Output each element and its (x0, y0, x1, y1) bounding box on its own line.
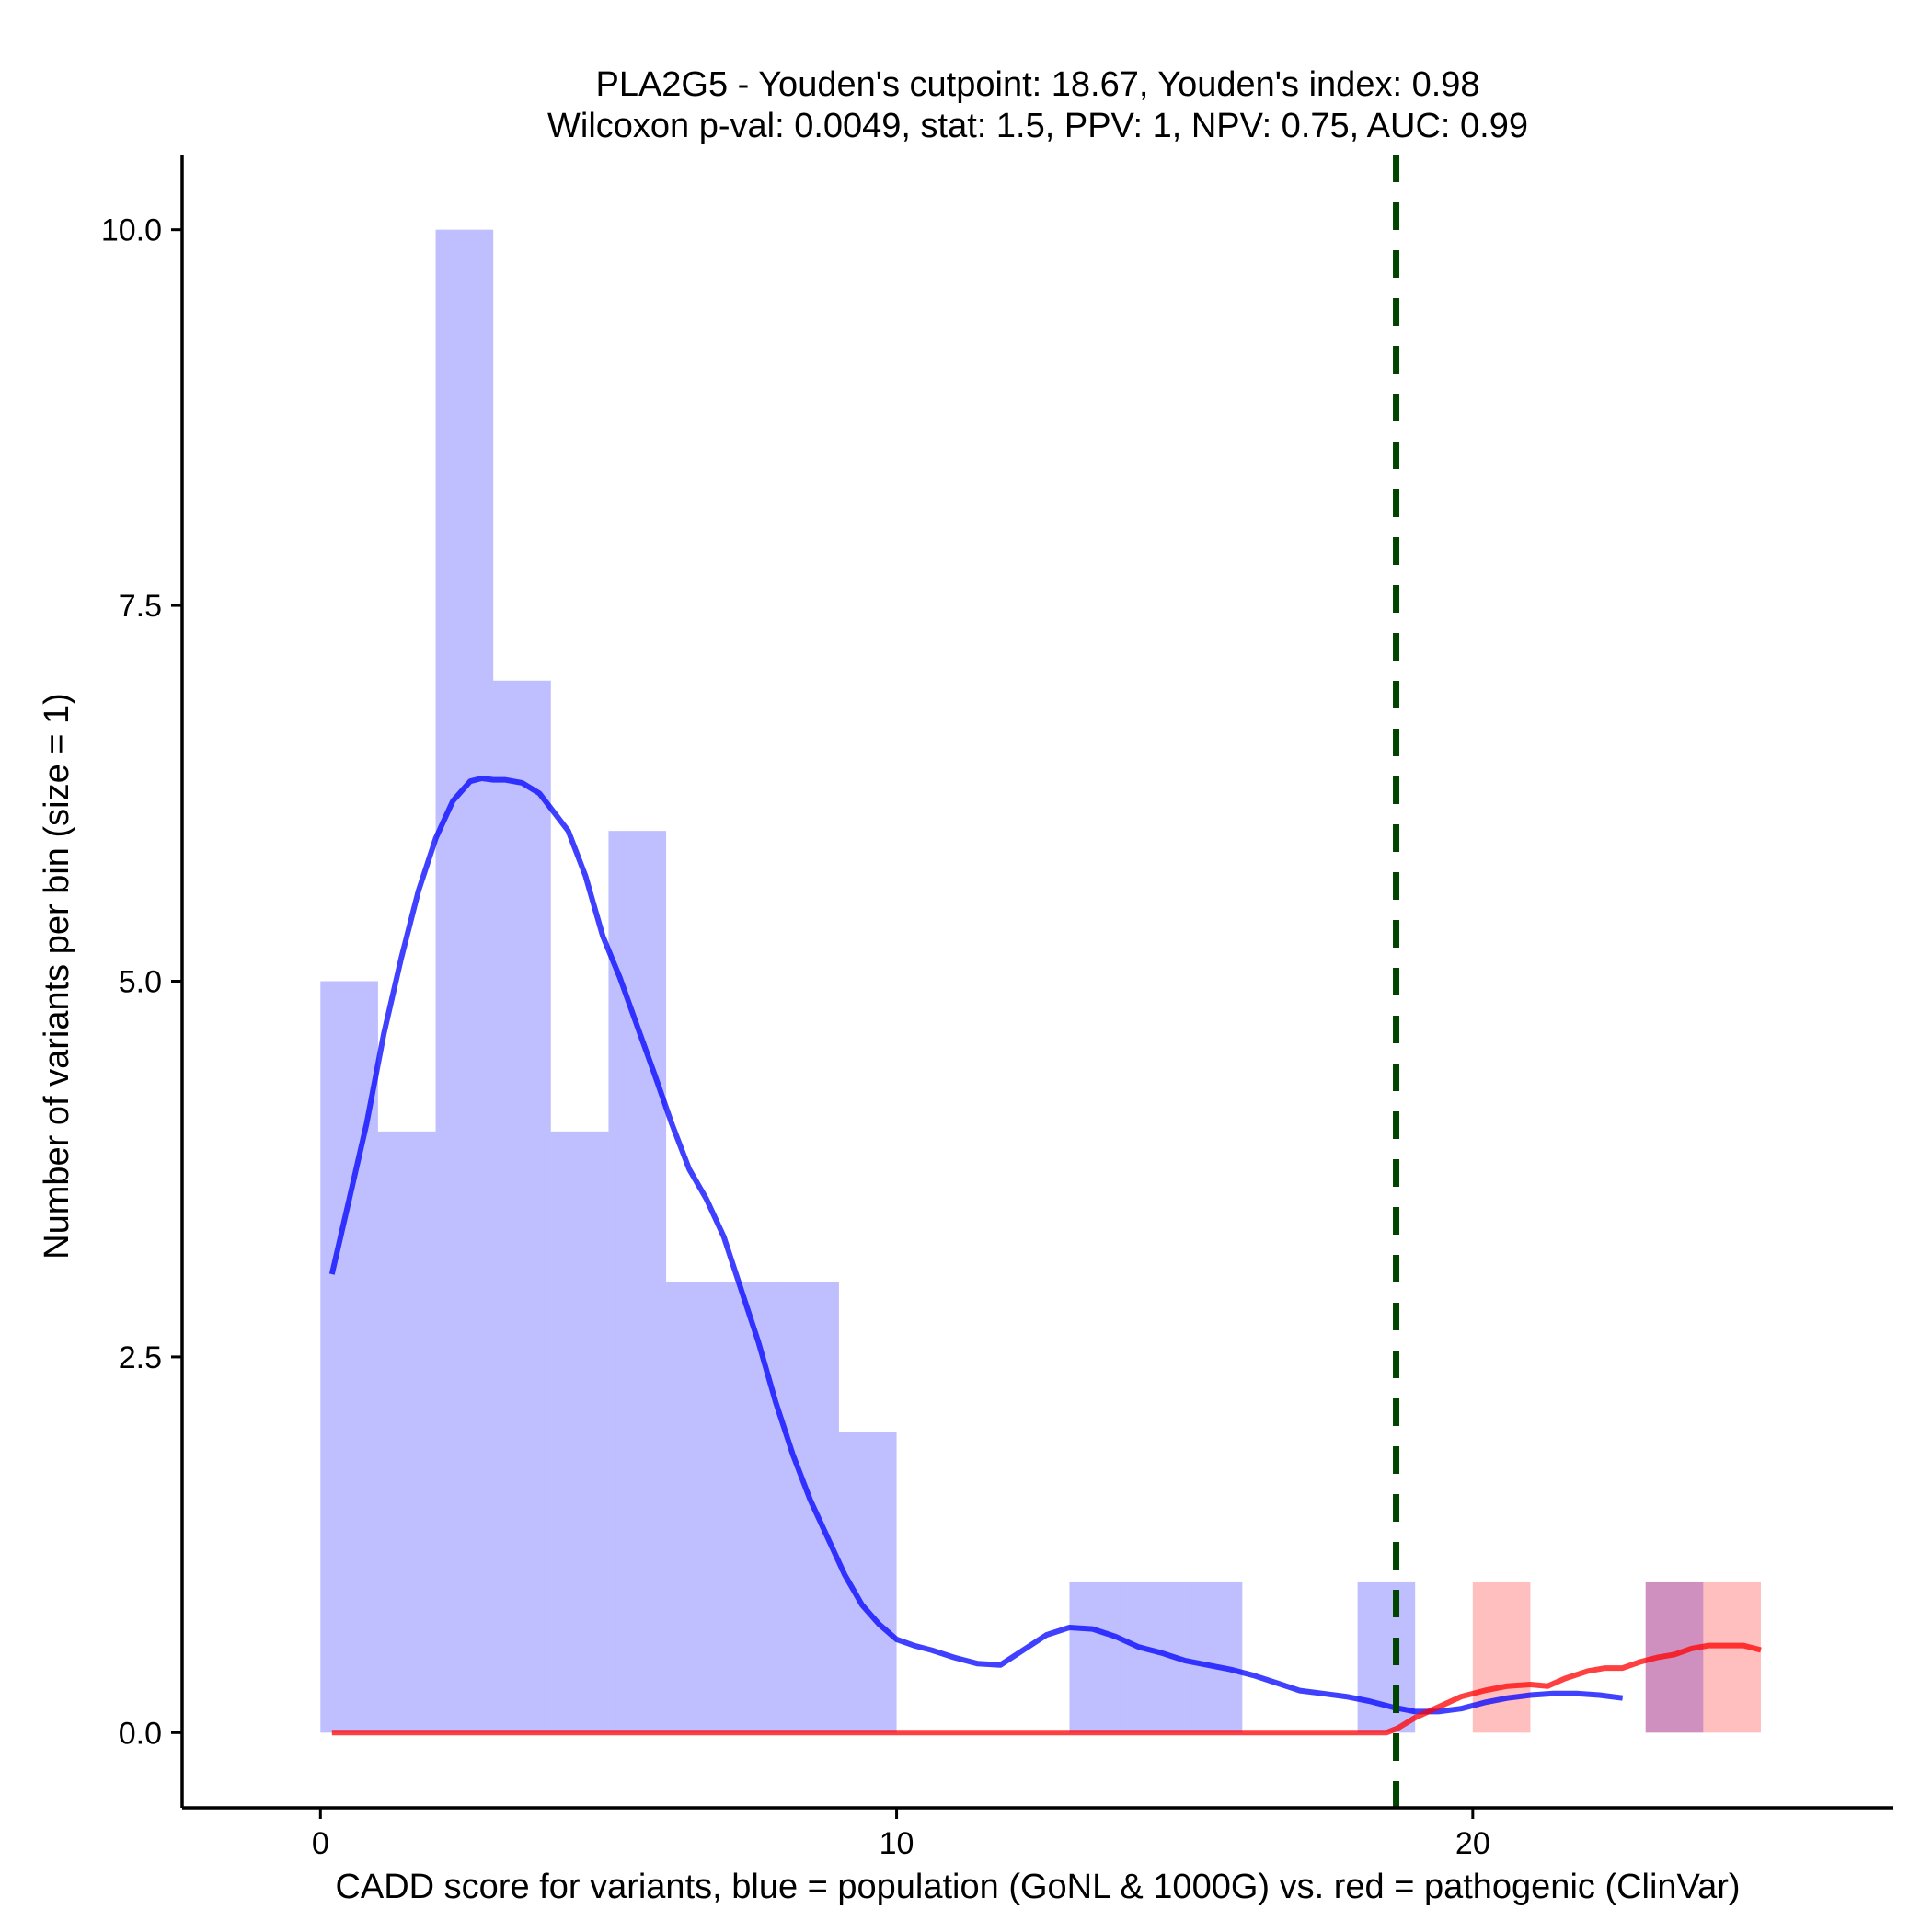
population-bar (1069, 1581, 1128, 1733)
y-tick-label: 0.0 (119, 1716, 162, 1751)
y-tick-label: 5.0 (119, 965, 162, 1000)
population-bar (781, 1282, 839, 1733)
population-bar (666, 1282, 724, 1733)
population-histogram (320, 229, 1704, 1733)
chart-title: PLA2G5 - Youden's cutpoint: 18.67, Youde… (595, 65, 1479, 104)
population-bar (493, 680, 551, 1733)
population-bar (608, 831, 667, 1733)
chart-subtitle: Wilcoxon p-val: 0.0049, stat: 1.5, PPV: … (547, 107, 1528, 145)
pathogenic-bar (1472, 1581, 1531, 1733)
plot-area (320, 155, 1762, 1808)
x-tick-label: 10 (880, 1826, 914, 1861)
y-tick-label: 7.5 (119, 589, 162, 624)
population-bar (1184, 1581, 1243, 1733)
population-bar (377, 1131, 436, 1733)
population-bar (320, 981, 378, 1733)
population-density-line (328, 776, 1624, 1715)
population-bar (550, 1131, 609, 1733)
pathogenic-histogram (1472, 1581, 1761, 1733)
density-curves (328, 776, 1762, 1736)
x-axis-title: CADD score for variants, blue = populati… (335, 1868, 1740, 1906)
population-bar (435, 229, 494, 1733)
pathogenic-bar (1703, 1581, 1761, 1733)
y-tick-label: 2.5 (119, 1340, 162, 1375)
x-tick-label: 0 (312, 1826, 329, 1861)
y-tick-label: 10.0 (101, 213, 162, 248)
x-axis-ticks: 0 10 20 (312, 1808, 1490, 1861)
x-tick-label: 20 (1455, 1826, 1490, 1861)
y-axis-title: Number of variants per bin (size = 1) (38, 693, 76, 1259)
pathogenic-density-line (331, 1642, 1762, 1736)
y-axis-ticks: 0.0 2.5 5.0 7.5 10.0 (101, 213, 182, 1751)
population-bar (723, 1282, 782, 1733)
